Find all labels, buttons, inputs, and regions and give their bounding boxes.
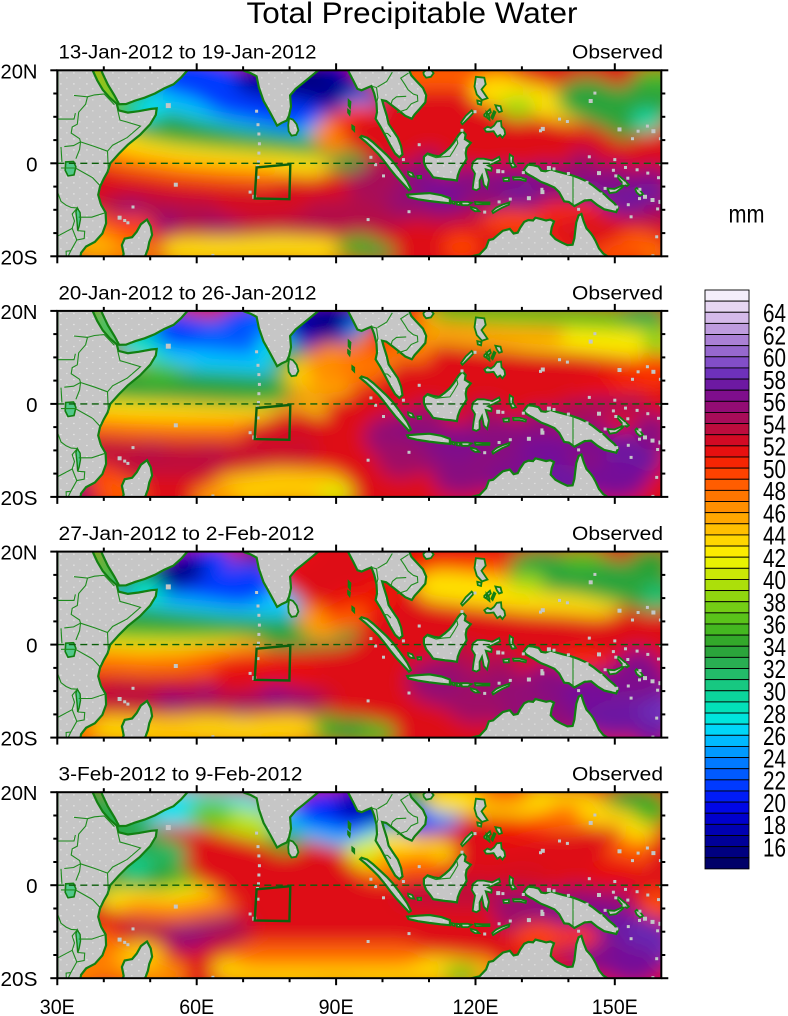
svg-text:13-Jan-2012 to 19-Jan-2012: 13-Jan-2012 to 19-Jan-2012 [59,43,317,64]
svg-text:56: 56 [763,387,786,417]
svg-text:40: 40 [763,565,786,595]
svg-text:0: 0 [26,394,37,417]
svg-text:44: 44 [763,521,786,551]
svg-text:28: 28 [763,699,786,729]
svg-text:34: 34 [763,632,786,662]
svg-text:20S: 20S [1,728,38,751]
svg-text:27-Jan-2012 to 2-Feb-2012: 27-Jan-2012 to 2-Feb-2012 [59,524,315,545]
svg-text:Total Precipitable Water: Total Precipitable Water [247,0,578,30]
svg-text:38: 38 [763,587,786,617]
svg-text:0: 0 [26,635,37,658]
svg-text:20N: 20N [1,60,38,83]
svg-text:120E: 120E [453,995,499,1016]
svg-text:18: 18 [763,810,786,840]
svg-text:30: 30 [763,677,786,707]
svg-text:58: 58 [763,365,786,395]
svg-text:20: 20 [763,788,786,818]
svg-text:60E: 60E [179,995,214,1016]
svg-text:Observed: Observed [572,43,663,64]
svg-text:54: 54 [763,409,786,439]
svg-text:48: 48 [763,476,786,506]
svg-text:150E: 150E [592,995,638,1016]
svg-text:64: 64 [763,298,786,328]
svg-text:30E: 30E [40,995,75,1016]
svg-text:32: 32 [763,654,786,684]
svg-text:16: 16 [763,832,786,862]
svg-text:Observed: Observed [572,283,663,304]
svg-text:20N: 20N [1,542,38,565]
svg-text:24: 24 [763,743,786,773]
svg-text:50: 50 [763,454,786,484]
svg-text:20S: 20S [1,968,38,991]
svg-text:36: 36 [763,610,786,640]
svg-text:Observed: Observed [572,524,663,545]
svg-text:0: 0 [26,875,37,898]
svg-text:52: 52 [763,432,786,462]
svg-text:3-Feb-2012 to 9-Feb-2012: 3-Feb-2012 to 9-Feb-2012 [59,765,303,786]
svg-text:90E: 90E [319,995,354,1016]
svg-text:26: 26 [763,721,786,751]
svg-text:0: 0 [26,153,37,176]
svg-text:42: 42 [763,543,786,573]
svg-text:20S: 20S [1,487,38,510]
svg-text:22: 22 [763,766,786,796]
svg-text:20N: 20N [1,782,38,805]
svg-text:46: 46 [763,498,786,528]
svg-text:20S: 20S [1,246,38,269]
svg-text:60: 60 [763,343,786,373]
svg-text:mm: mm [729,201,765,229]
svg-text:Observed: Observed [572,765,663,786]
svg-text:20N: 20N [1,301,38,324]
svg-text:62: 62 [763,320,786,350]
svg-text:20-Jan-2012 to 26-Jan-2012: 20-Jan-2012 to 26-Jan-2012 [59,283,317,304]
